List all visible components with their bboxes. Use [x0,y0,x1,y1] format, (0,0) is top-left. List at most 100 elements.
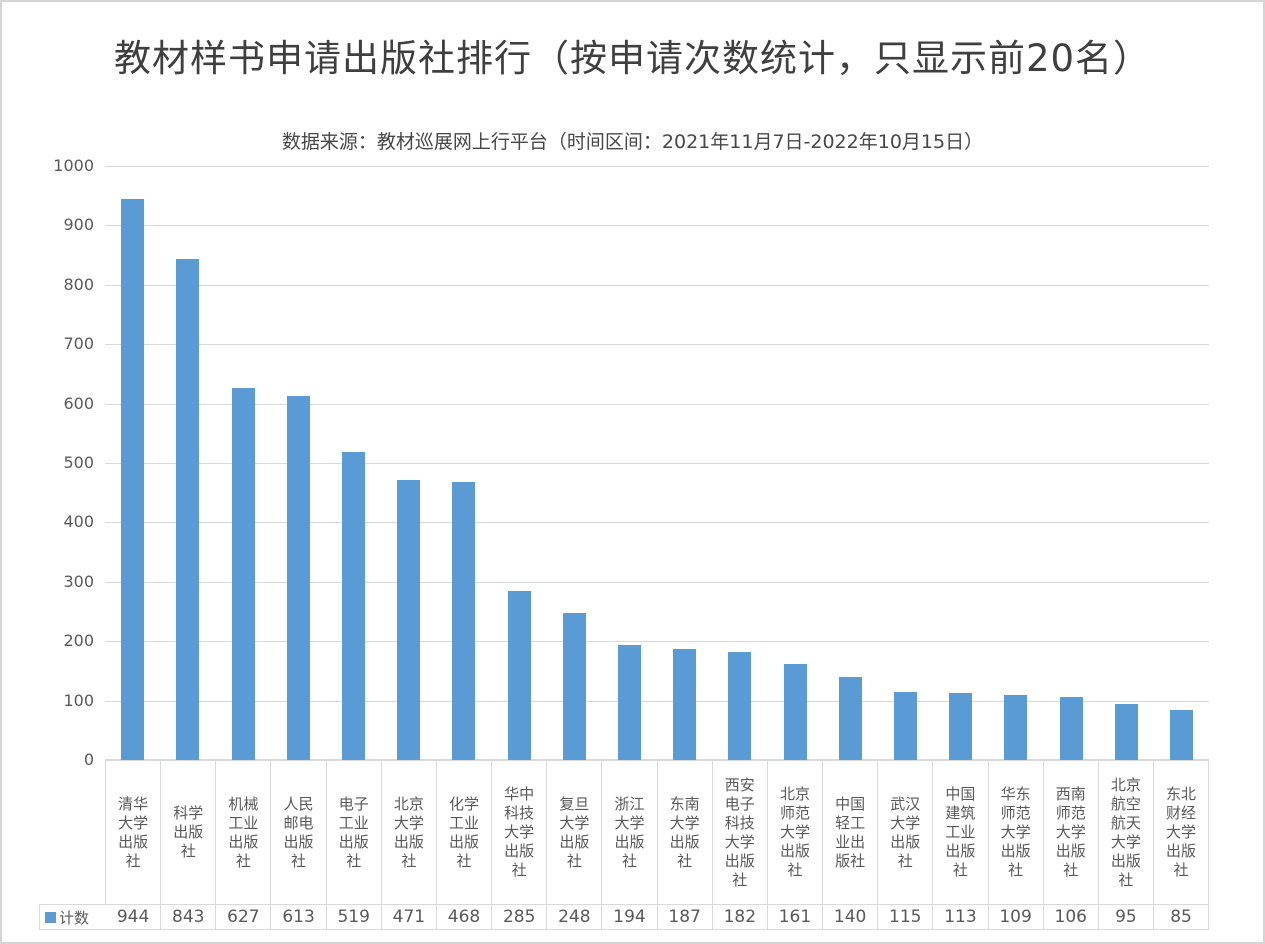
y-tick-label-900: 900 [63,215,94,235]
y-tick-label-1000: 1000 [53,156,94,175]
value-cell: 187 [658,905,713,929]
bar-化学工业出版社 [452,482,476,760]
category-label-cell: 东南大学出版社 [658,761,713,904]
bar-机械工业出版社 [231,388,255,760]
category-axis-row: 清华大学出版社 科学出版社 机械工业出版社 人民邮电出版社 电子工业出版社 北京大学出版社… [105,760,1209,905]
value-cell: 471 [382,905,437,929]
bar-西南师范大学出版社 [1059,697,1083,760]
gridline-600 [105,403,1209,405]
plot-area [105,166,1209,760]
bar-西安电子科技大学出版社 [728,652,752,760]
bar-东北财经大学出版社 [1169,710,1193,760]
value-cell: 161 [768,905,824,929]
value-cell: 106 [1044,905,1099,929]
data-table-row: 944 843 627 613 519 471 468 285 248 194 187 182 161 1… [105,904,1209,930]
gridline-400 [105,522,1209,524]
value-cell: 519 [327,905,382,929]
bar-华中科技大学出版社 [507,591,531,760]
category-label: 北京航空航天大学出版社 [1110,775,1141,889]
bar-武汉大学出版社 [893,692,917,760]
category-label: 电子工业出版社 [338,794,369,870]
category-label: 科学出版社 [173,804,204,860]
y-tick-label-400: 400 [63,512,94,532]
category-label-cell: 科学出版社 [161,761,217,904]
bar-北京师范大学出版社 [783,664,807,760]
category-label-cell: 复旦大学出版社 [547,761,603,904]
gridline-100 [105,700,1209,702]
category-label-cell: 浙江大学出版社 [602,761,658,904]
gridline-700 [105,344,1209,346]
value-cell: 85 [1170,907,1192,927]
category-label: 华东师范大学出版社 [1000,785,1031,879]
value-cell: 468 [437,905,493,929]
category-label: 中国建筑工业出版社 [945,785,976,879]
bar-浙江大学出版社 [617,645,641,760]
value-cell: 194 [602,905,658,929]
bar-华东师范大学出版社 [1004,695,1028,760]
category-label-cell: 中国轻工业出版社 [823,761,879,904]
category-label: 浙江大学出版社 [614,794,645,870]
legend-label: 计数 [59,908,90,927]
category-label: 化学工业出版社 [449,794,480,870]
category-label-cell: 机械工业出版社 [216,761,272,904]
value-cell: 109 [989,905,1044,929]
gridline-1000 [105,166,1209,167]
category-label: 中国轻工业出版社 [835,794,866,870]
category-label: 北京大学出版社 [393,794,424,870]
y-tick-label-700: 700 [63,334,94,354]
category-label-cell: 电子工业出版社 [327,761,382,904]
value-cell: 843 [161,905,217,929]
category-label-cell: 西安电子科技大学出版社 [713,761,768,904]
bar-人民邮电出版社 [286,396,310,760]
legend-cell: 计数 [39,904,106,930]
category-label-cell: 北京师范大学出版社 [768,761,824,904]
category-label: 北京师范大学出版社 [779,785,810,879]
category-label: 复旦大学出版社 [559,794,590,870]
value-cell: 113 [933,905,989,929]
bar-北京航空航天大学出版社 [1114,704,1138,760]
category-label: 东南大学出版社 [669,794,700,870]
category-label-cell: 北京大学出版社 [382,761,437,904]
chart-subtitle: 数据来源：教材巡展网上行平台（时间区间：2021年11月7日-2022年10月1… [281,131,984,153]
category-label-cell: 华中科技大学出版社 [492,761,548,904]
category-label-cell: 人民邮电出版社 [271,761,327,904]
bar-东南大学出版社 [673,649,697,760]
category-label: 东北财经大学出版社 [1166,785,1197,879]
category-label: 武汉大学出版社 [890,794,921,870]
bar-复旦大学出版社 [562,613,586,760]
chart-title: 教材样书申请出版社排行（按申请次数统计，只显示前20名） [113,37,1152,80]
y-tick-label-500: 500 [63,453,94,472]
series-swatch-icon [45,911,56,923]
category-label-cell: 西南师范大学出版社 [1044,761,1099,904]
value-cell: 248 [547,905,603,929]
gridline-900 [105,225,1209,227]
y-tick-label-200: 200 [63,631,94,651]
category-label-cell: 华东师范大学出版社 [989,761,1044,904]
y-tick-label-800: 800 [63,274,94,294]
gridline-800 [105,284,1209,286]
value-cell: 944 [106,905,162,929]
value-cell: 182 [713,905,768,929]
category-label: 西南师范大学出版社 [1055,785,1086,879]
value-cell: 95 [1099,905,1154,929]
y-tick-label-0: 0 [83,750,94,769]
bar-电子工业出版社 [341,452,365,760]
value-cell: 140 [823,905,879,929]
bar-中国建筑工业出版社 [949,693,973,760]
category-label-cell: 北京航空航天大学出版社 [1099,761,1154,904]
category-label-cell: 化学工业出版社 [437,761,493,904]
category-label-cell: 清华大学出版社 [106,761,162,904]
value-cell: 627 [216,905,272,929]
gridline-300 [105,581,1209,583]
bar-中国轻工业出版社 [838,677,862,760]
value-cell: 285 [492,905,548,929]
category-label-cell: 东北财经大学出版社 [1154,761,1208,904]
category-label: 西安电子科技大学出版社 [724,775,755,889]
category-label-cell: 中国建筑工业出版社 [933,761,989,904]
bar-北京大学出版社 [397,480,421,760]
y-tick-label-300: 300 [63,571,94,591]
value-cell: 115 [878,905,934,929]
gridline-200 [105,641,1209,643]
bar-科学出版社 [176,259,200,760]
